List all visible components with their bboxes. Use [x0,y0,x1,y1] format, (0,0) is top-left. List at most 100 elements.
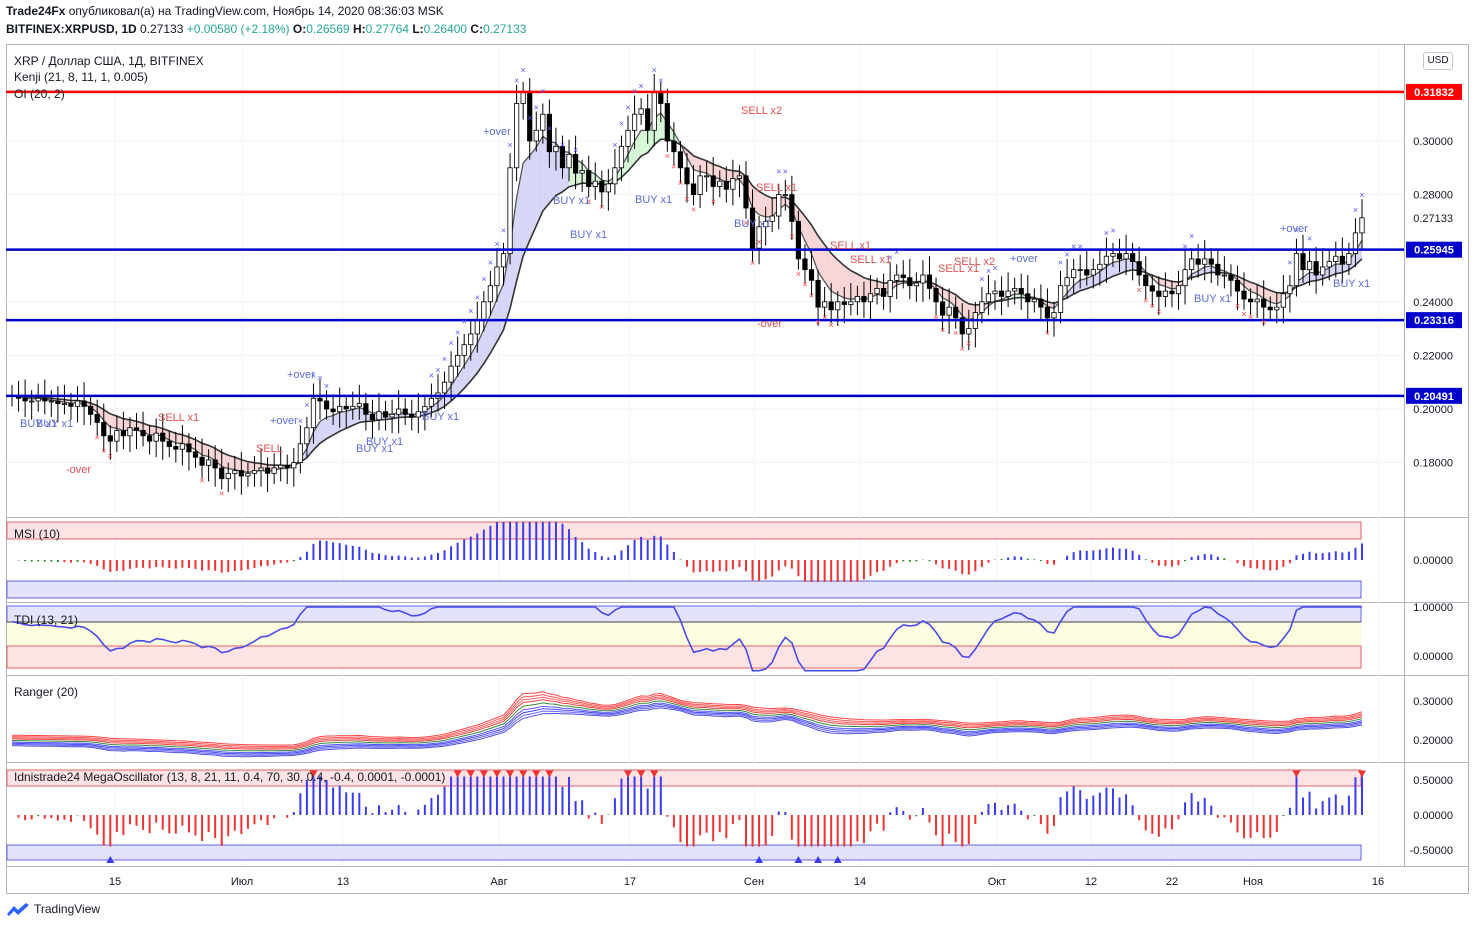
candle-body [363,403,369,415]
candle-body [998,290,1005,297]
chart-frame [6,44,1469,894]
kenji-cloud-segment [752,185,760,215]
candle-body [1071,269,1077,279]
kenji-cloud-segment [1270,290,1277,304]
mega-buy-triangle [106,856,115,863]
buy-marker: × [1359,190,1364,200]
sell-marker: × [822,312,827,322]
candle-body [808,269,815,281]
candle-body [1326,261,1332,268]
candle-body [782,194,788,197]
buy-signal-label: +over [287,369,315,381]
buy-marker: × [317,373,322,383]
candle-body [861,296,867,303]
buy-signal-label: +over [270,415,298,427]
candle-body [48,400,54,403]
candle-body [959,317,965,335]
candle-body [337,405,343,413]
candle-body [1221,274,1227,277]
buy-marker: × [501,226,506,236]
time-tick-label: Июл [231,876,253,888]
buy-signal-label: BUY x1 [734,218,771,230]
mega-tick-label: 0.50000 [1413,775,1453,787]
candle-body [848,301,854,305]
buy-signal-label: +over [1010,253,1038,265]
candle-body [1025,293,1031,303]
tdi-upper-band [6,605,1362,623]
candle-body [605,183,611,193]
candle-body [828,301,834,311]
candle-body [206,459,212,466]
sell-marker: × [743,218,748,228]
level-price-label: 0.25945 [1414,245,1454,257]
candle-body [29,400,35,403]
buy-marker: × [894,247,899,257]
candle-body [140,430,146,437]
candle-body [835,301,841,311]
candle-body [900,274,906,279]
kenji-cloud-segment [1119,258,1127,274]
candle-body [1044,306,1051,319]
mega-sell-triangle [492,770,501,778]
sell-marker: × [940,325,945,335]
candle-body [382,411,389,418]
kenji-cloud-segment [693,155,701,172]
kenji-cloud-segment [247,461,255,473]
mega-sell-triangle [1358,770,1366,778]
level-price-tag [1406,83,1462,100]
candle-body [1018,287,1024,295]
candle-body [199,456,205,466]
candle-body [160,432,166,442]
sell-signal-label: SELL x2 [954,256,995,268]
level-price-label: 0.23316 [1414,315,1454,327]
mega-sell-triangle [309,770,318,778]
kenji-cloud-segment [1086,275,1094,289]
candle-body [396,408,402,415]
time-tick-label: 22 [1166,876,1178,888]
candle-body [1320,266,1326,276]
candle-body [514,103,520,169]
buy-marker: × [1189,231,1194,241]
time-tick-label: 15 [109,876,121,888]
candle-body [1280,293,1286,308]
time-tick-label: 17 [624,876,636,888]
footer-brand[interactable]: TradingView [6,902,100,916]
candle-body [658,92,664,104]
msi-upper-band [6,521,1362,540]
kenji-cloud-segment [1355,240,1362,266]
sell-marker: × [802,280,807,290]
kenji-cloud-segment [700,158,707,174]
buy-marker: × [638,81,643,91]
mega-sell-triangle [466,770,475,778]
buy-marker: × [311,370,316,380]
kenji-cloud-segment [798,208,805,241]
ranger-tick-label: 0.20000 [1413,735,1453,747]
ranger-line [11,691,1363,746]
candle-body [271,467,277,474]
candle-body [68,403,74,407]
kenji-cloud-segment [804,216,812,254]
mega-sell-triangle [624,770,633,778]
candle-body [664,103,670,142]
mega-sell-triangle [1292,770,1301,778]
currency-button[interactable]: USD [1423,52,1453,70]
candle-body [284,464,290,469]
sell-marker: × [684,194,689,204]
candle-body [232,470,238,474]
level-price-tag [1406,387,1462,404]
symbol-label[interactable]: BITFINEX:XRPUSD, 1D [6,22,137,36]
kenji-cloud-segment [837,259,845,298]
horizontal-levels[interactable]: 0.31832 0.25945 0.23316 0.20491 [6,83,1462,404]
author-name[interactable]: Trade24Fx [6,4,66,18]
sell-marker: × [599,202,604,212]
candle-body [1175,285,1182,295]
candle-body [1359,217,1365,234]
sell-signal-label: SELL x1 [830,240,871,252]
candle-body [1215,263,1221,276]
candle-body [147,435,153,442]
candle-body [258,467,264,472]
msi-histogram [6,521,1363,599]
sell-marker: × [671,162,676,172]
mega-sell-triangle [506,770,515,778]
